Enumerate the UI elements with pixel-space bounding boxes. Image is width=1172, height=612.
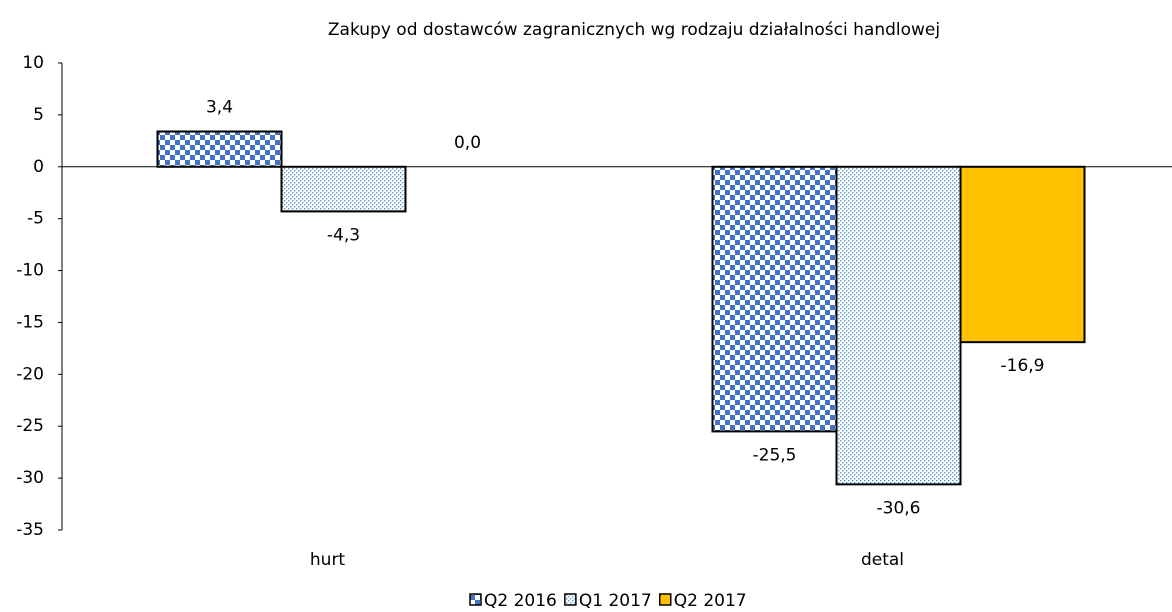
legend-swatch [564, 593, 577, 606]
bar [156, 130, 283, 168]
y-tick-label: -20 [16, 364, 44, 384]
y-tick-label: 5 [33, 105, 44, 125]
legend-label: Q2 2016 [484, 591, 557, 611]
y-tick-label: -35 [16, 520, 44, 540]
legend-label: Q2 2017 [674, 591, 747, 611]
legend-label: Q1 2017 [579, 591, 652, 611]
data-label: -30,6 [877, 498, 921, 518]
data-label: 0,0 [454, 133, 481, 153]
legend-swatch [469, 593, 482, 606]
y-tick-label: 10 [22, 53, 44, 73]
y-tick-label: -30 [16, 468, 44, 488]
chart-title: Zakupy od dostawców zagranicznych wg rod… [328, 20, 940, 40]
legend-swatch [659, 593, 672, 606]
x-tick-label: detal [861, 550, 904, 570]
y-tick-label: -25 [16, 416, 44, 436]
data-label: -25,5 [753, 445, 797, 465]
bar [711, 165, 838, 433]
y-tick-label: 0 [33, 157, 44, 177]
data-label: -16,9 [1001, 356, 1045, 376]
y-tick-label: -15 [16, 312, 44, 332]
y-tick-label: -5 [27, 209, 44, 229]
bar [835, 165, 962, 486]
data-label: 3,4 [206, 97, 233, 117]
data-label: -4,3 [327, 225, 360, 245]
bar [280, 165, 407, 213]
x-tick-label: hurt [310, 550, 346, 570]
bar [959, 165, 1086, 344]
y-tick-label: -10 [16, 261, 44, 281]
